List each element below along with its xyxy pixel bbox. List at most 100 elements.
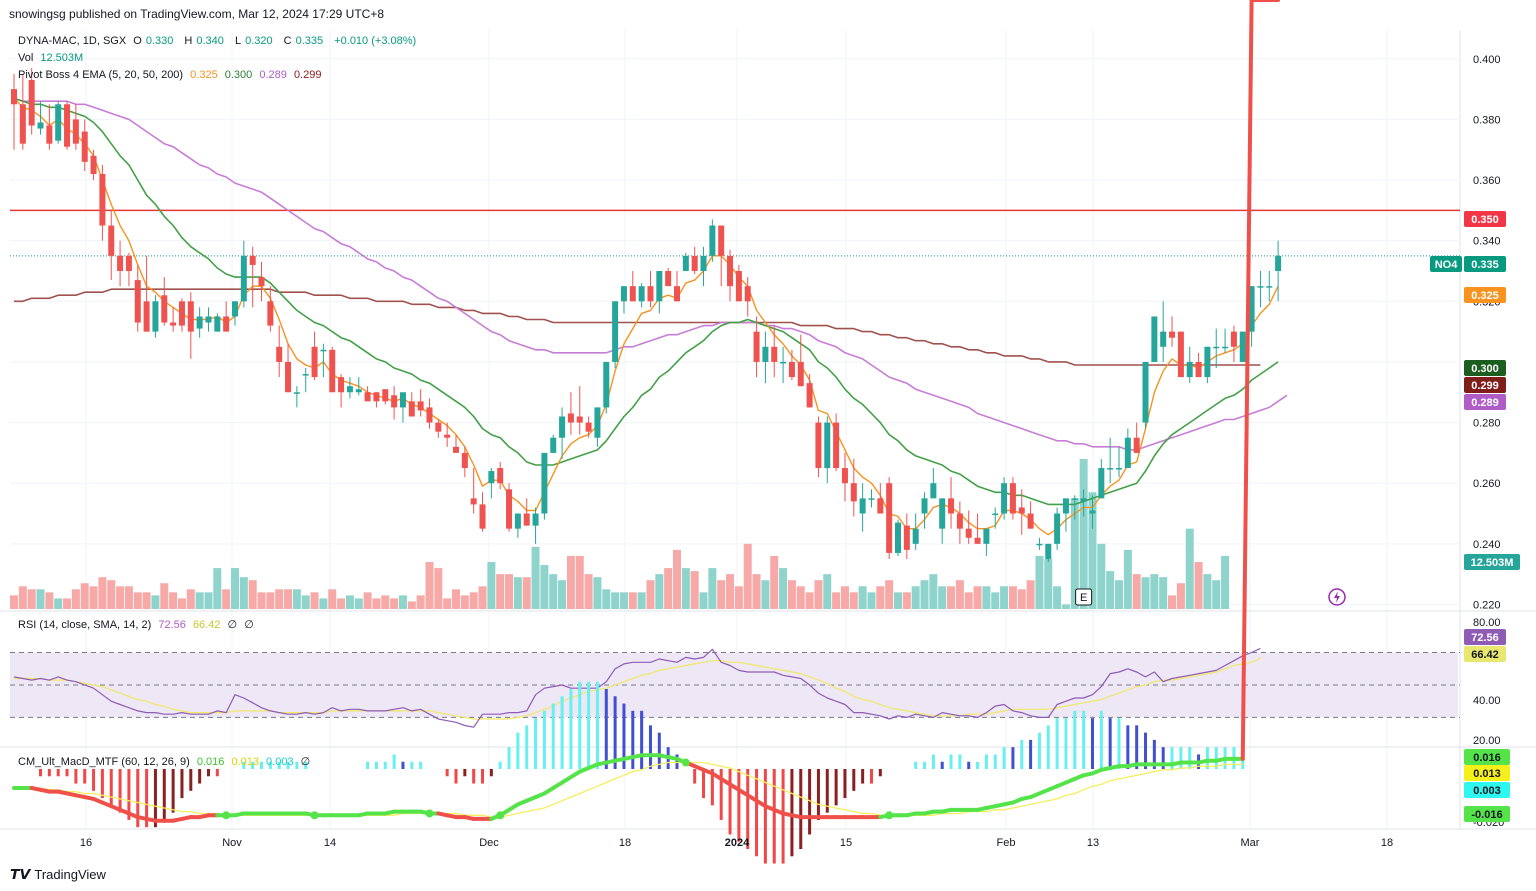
candle-body — [612, 301, 619, 362]
candle-body — [691, 255, 698, 271]
macd-hist-bar — [286, 761, 290, 769]
volume-bar — [469, 592, 478, 609]
time-axis-label: 18 — [619, 837, 631, 849]
volume-value: 12.503M — [40, 52, 84, 64]
volume-bar — [1008, 586, 1017, 609]
candle-body — [541, 452, 548, 514]
macd-hist-bar — [1152, 739, 1156, 769]
volume-bar — [63, 598, 72, 609]
volume-bar — [195, 592, 204, 609]
macd-hist-bar — [454, 769, 458, 784]
volume-bar — [540, 565, 549, 609]
candle-body — [647, 286, 654, 302]
volume-bar — [266, 592, 275, 609]
candle-body — [214, 316, 221, 332]
volume-label[interactable]: Vol — [18, 52, 34, 64]
rsi-sma-value: 66.42 — [192, 619, 221, 631]
macd-hist-bar — [56, 769, 60, 777]
macd-hist-bar — [746, 769, 750, 849]
published-banner: snowingsg published on TradingView.com, … — [9, 7, 385, 21]
rsi-legend: RSI (14, close, SMA, 14, 2) 72.56 66.42 … — [18, 618, 258, 631]
candle-body — [1098, 468, 1105, 499]
volume-bar — [275, 589, 284, 609]
candle-body — [1036, 543, 1043, 546]
macd-hist-bar — [993, 754, 997, 769]
candle-body — [877, 498, 884, 514]
volume-bar — [637, 592, 646, 609]
volume-bar — [1150, 574, 1159, 609]
candle-body — [1239, 331, 1246, 362]
candle-body — [1133, 437, 1140, 453]
macd-hist-bar — [1117, 718, 1121, 769]
candle-body — [674, 286, 680, 302]
rsi-line — [13, 647, 1261, 728]
candle-body — [1275, 255, 1282, 271]
volume-bar — [1070, 498, 1079, 609]
macd-line — [12, 0, 1281, 823]
candle-body — [417, 401, 424, 411]
price-badge — [1464, 554, 1520, 570]
ema-label[interactable]: Pivot Boss 4 EMA (5, 20, 50, 200) — [18, 69, 184, 81]
time-axis-label: 2024 — [725, 837, 750, 849]
macd-label[interactable]: CM_Ult_MacD_MTF (60, 12, 26, 9) — [18, 756, 190, 768]
price-badge-label: 0.335 — [1471, 259, 1499, 271]
volume-bar — [98, 577, 107, 609]
volume-bar — [257, 592, 266, 609]
candle-body — [638, 286, 645, 302]
candle-body — [585, 422, 592, 432]
macd-badge — [1464, 806, 1510, 822]
volume-bar — [531, 546, 540, 609]
candle-body — [1001, 483, 1008, 514]
macd-cross-dot — [681, 758, 690, 767]
volume-bar — [398, 595, 407, 609]
volume-bar — [124, 586, 133, 609]
macd-hist-value: 0.003 — [266, 756, 294, 768]
macd-hist-bar — [374, 761, 378, 769]
volume-bar — [681, 568, 690, 609]
volume-bar — [478, 586, 487, 609]
volume-bar — [54, 598, 63, 609]
volume-legend: Vol 12.503M — [18, 52, 87, 64]
rsi-label[interactable]: RSI (14, close, SMA, 14, 2) — [18, 619, 152, 631]
candle-body — [895, 522, 901, 553]
volume-bar — [496, 574, 505, 609]
volume-bar — [699, 592, 708, 609]
brand-name: TradingView — [34, 867, 106, 882]
candle-body — [1257, 286, 1264, 288]
macd-hist-bar — [710, 769, 714, 806]
macd-hist-bar — [967, 761, 971, 769]
symbol-name[interactable]: DYNA-MAC, 1D, SGX — [18, 35, 127, 47]
volume-bar — [628, 592, 637, 609]
candle-body — [656, 270, 663, 302]
candle-body — [161, 295, 168, 323]
candle-body — [859, 498, 866, 514]
candle-body — [771, 346, 778, 362]
volume-bar — [593, 577, 602, 609]
macd-hist-bar — [569, 689, 573, 769]
macd-hist-bar — [560, 696, 564, 769]
macd-hist-bar — [1082, 710, 1086, 769]
macd-hist-bar — [1037, 732, 1041, 769]
volume-bar — [1061, 604, 1070, 609]
volume-bar — [823, 574, 832, 609]
volume-bar — [814, 580, 823, 609]
macd-hist-bar — [1073, 710, 1077, 769]
volume-bar — [549, 574, 558, 609]
volume-bar — [566, 555, 575, 609]
volume-bar — [840, 586, 849, 609]
footer-brand[interactable]: 𝙏𝙑 TradingView — [10, 866, 106, 883]
candle-body — [338, 377, 345, 393]
macd-badge-label: 0.003 — [1473, 785, 1501, 797]
macd-hist-bar — [445, 769, 449, 777]
candle-body — [311, 346, 318, 378]
symbol-tag-label: NO4 — [1435, 259, 1459, 271]
candle-body — [302, 374, 309, 376]
macd-hist-bar — [1011, 747, 1015, 769]
candle-body — [152, 301, 159, 332]
macd-hist-bar — [578, 681, 582, 769]
rsi-badge-label: 66.42 — [1471, 649, 1499, 661]
price-tick-label: 0.280 — [1473, 418, 1501, 430]
rsi-empty-b: ∅ — [244, 619, 254, 631]
candle-body — [143, 301, 150, 332]
open-value: 0.330 — [145, 35, 174, 47]
